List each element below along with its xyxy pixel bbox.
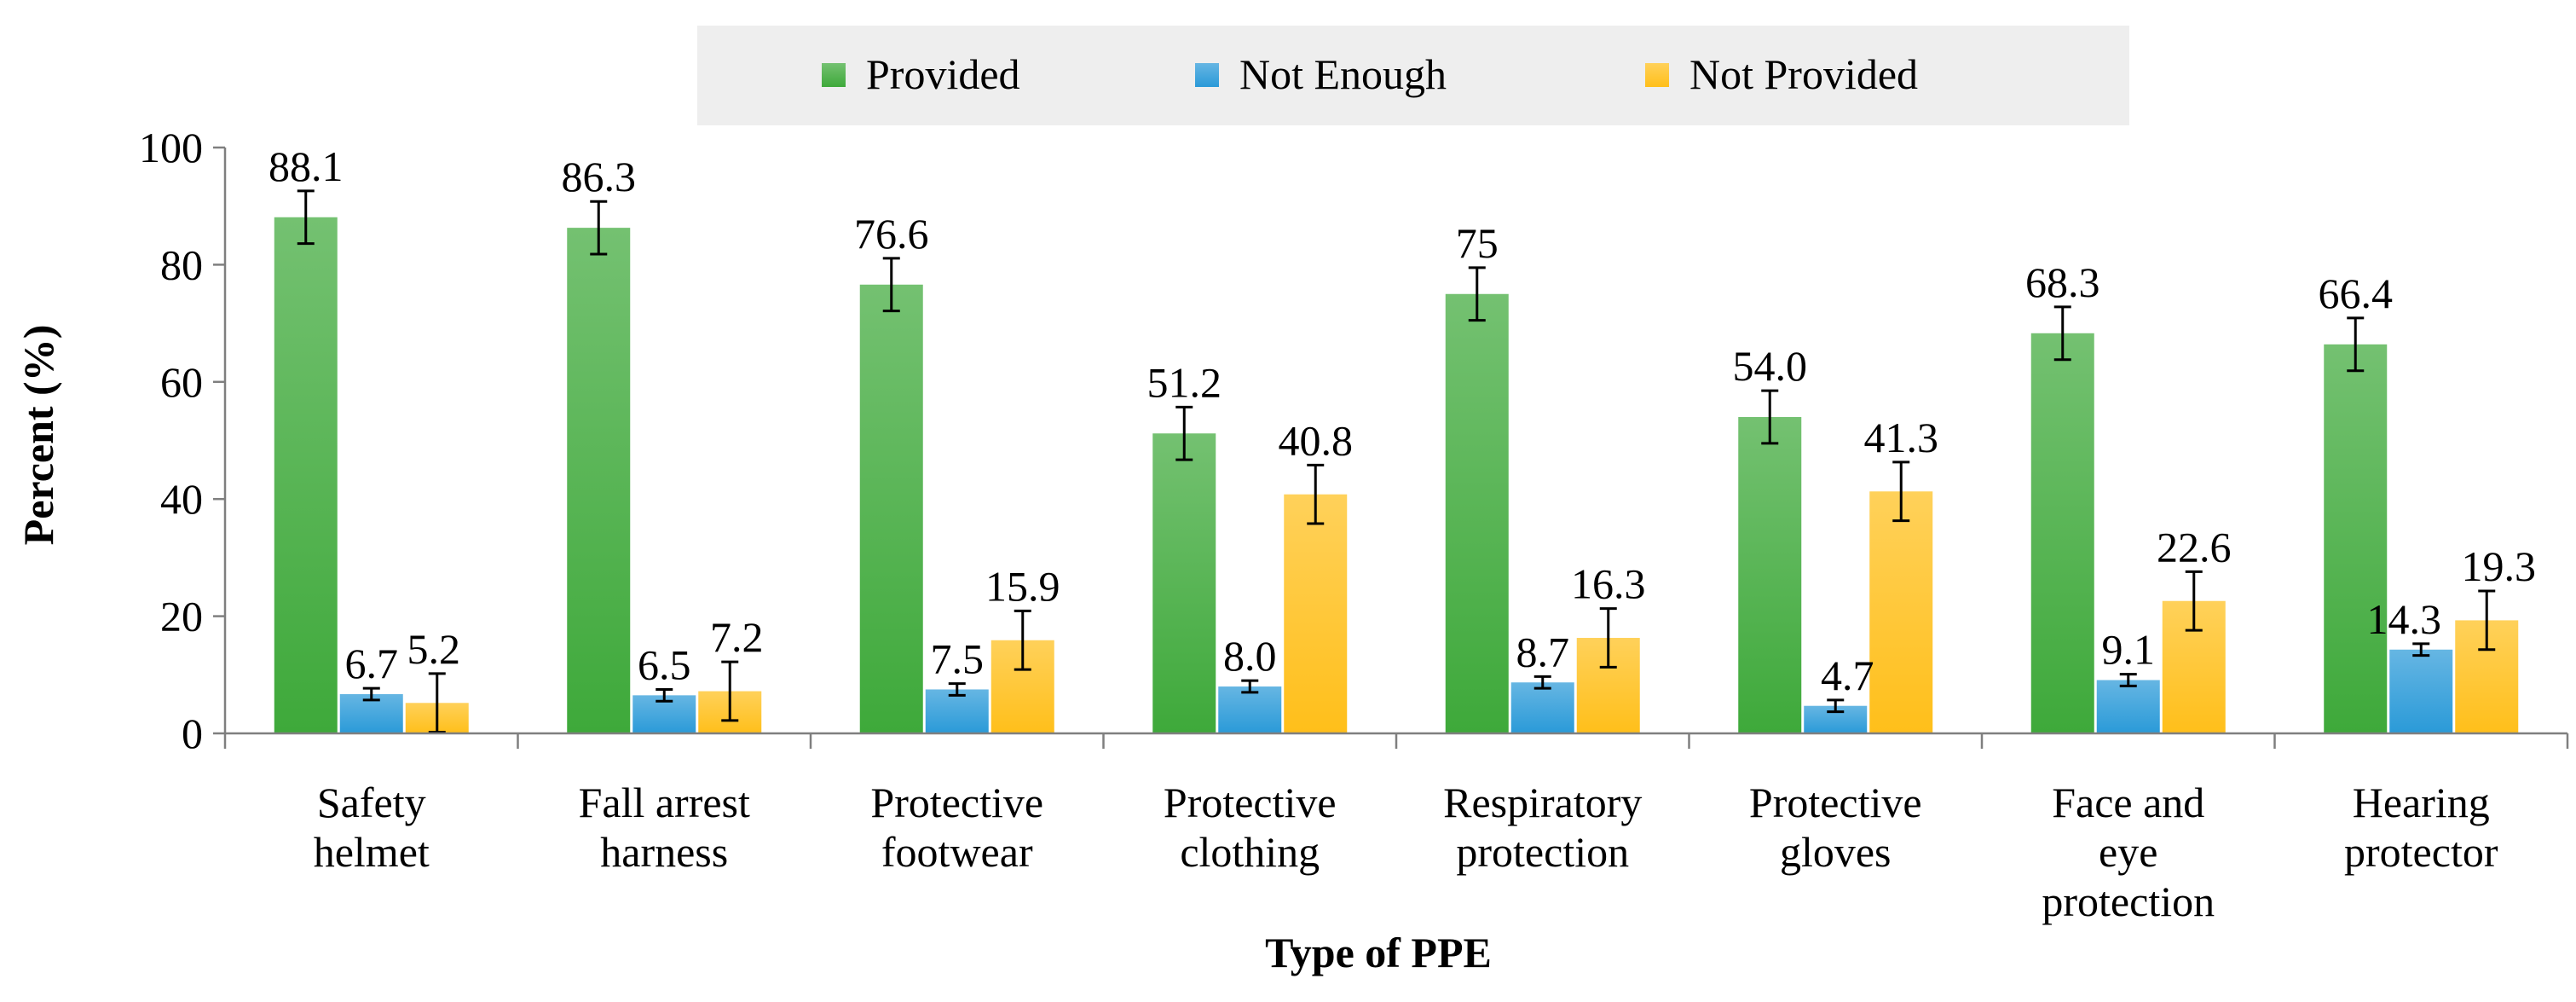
data-label-not-enough-8: 14.3 [2367, 595, 2442, 643]
x-axis-title: Type of PPE [1265, 929, 1492, 976]
bar-not-enough-5 [1510, 682, 1574, 733]
data-label-not-provided-7: 22.6 [2157, 523, 2232, 571]
data-label-provided-4: 51.2 [1147, 358, 1222, 406]
data-label-not-provided-6: 41.3 [1864, 414, 1939, 461]
x-tick-label-line: Respiratory [1443, 779, 1642, 826]
x-tick-label-protective-gloves: Protective gloves [1749, 779, 1922, 876]
bar-not-provided-6 [1869, 491, 1933, 733]
x-tick-label-line: Protective [870, 779, 1043, 826]
data-label-not-enough-5: 8.7 [1516, 628, 1570, 675]
x-tick-label-line: footwear [881, 828, 1033, 876]
data-label-not-enough-6: 4.7 [1821, 652, 1874, 699]
data-label-not-enough-3: 7.5 [931, 635, 985, 683]
legend-label-not-provided: Not Provided [1689, 50, 1918, 98]
data-label-provided-3: 76.6 [854, 210, 929, 258]
y-axis-title: Percent (%) [14, 325, 62, 546]
data-label-not-provided-4: 40.8 [1279, 416, 1354, 464]
bar-not-enough-8 [2389, 649, 2453, 733]
bar-provided-4 [1152, 433, 1216, 733]
x-tick-label-line: eye [2099, 828, 2157, 876]
axes: 0 20 40 60 80 100 Safety helmet Fall arrest harne… [139, 124, 2569, 925]
bar-not-enough-7 [2096, 680, 2160, 733]
legend-swatch-not-enough [1195, 63, 1219, 87]
bars [274, 217, 2519, 734]
x-tick-label-fall-arrest-harness: Fall arrest harness [579, 779, 750, 876]
y-tick-label-0: 0 [182, 710, 203, 757]
y-tick-label-40: 40 [160, 475, 203, 523]
x-tick-label-protective-clothing: Protective clothing [1164, 779, 1337, 876]
data-label-provided-1: 88.1 [269, 142, 344, 190]
x-tick-label-hearing-protector: Hearing protector [2344, 779, 2498, 876]
bar-provided-1 [274, 217, 338, 734]
data-label-provided-6: 54.0 [1733, 342, 1808, 390]
data-labels: 88.1 86.3 76.6 51.2 75 54.0 68.3 66.4 6.7 6.5 7.5 8… [269, 142, 2536, 699]
bar-provided-5 [1445, 293, 1509, 733]
bar-not-enough-3 [925, 689, 989, 733]
x-tick-label-line: Safety [317, 779, 426, 826]
data-label-not-enough-7: 9.1 [2102, 626, 2156, 674]
x-tick-label-safety-helmet: Safety helmet [314, 779, 430, 876]
legend-label-provided: Provided [866, 50, 1020, 98]
x-tick-label-line: Hearing [2353, 779, 2490, 826]
x-tick-label-respiratory-protection: Respiratory protection [1443, 779, 1642, 876]
legend: Provided Not Enough Not Provided [822, 50, 1918, 98]
bar-provided-2 [567, 228, 631, 733]
y-tick-label-60: 60 [160, 358, 203, 406]
bar-provided-3 [859, 284, 923, 733]
legend-label-not-enough: Not Enough [1239, 50, 1447, 98]
x-tick-label-line: protector [2344, 828, 2498, 876]
bar-provided-6 [1738, 417, 1802, 733]
data-label-provided-8: 66.4 [2319, 269, 2394, 317]
data-label-not-enough-1: 6.7 [345, 640, 399, 687]
data-label-not-provided-2: 7.2 [710, 613, 764, 661]
data-label-not-provided-3: 15.9 [985, 562, 1060, 610]
x-tick-label-line: harness [600, 828, 728, 876]
data-label-provided-2: 86.3 [562, 153, 637, 200]
x-tick-label-line: Face and [2052, 779, 2204, 826]
x-tick-label-line: clothing [1180, 828, 1320, 876]
legend-background [697, 26, 2129, 125]
x-tick-label-line: protection [2042, 877, 2215, 925]
x-tick-label-line: Protective [1164, 779, 1337, 826]
legend-swatch-provided [822, 63, 846, 87]
y-tick-label-100: 100 [139, 124, 203, 171]
data-label-provided-7: 68.3 [2025, 258, 2100, 306]
error-bars [297, 189, 2496, 734]
bar-not-enough-4 [1218, 686, 1282, 733]
x-tick-label-line: Protective [1749, 779, 1922, 826]
x-tick-label-line: helmet [314, 828, 430, 876]
data-label-not-provided-8: 19.3 [2462, 542, 2537, 590]
bar-provided-7 [2030, 333, 2094, 733]
x-tick-label-face-and-eye-protection: Face and eye protection [2042, 779, 2215, 925]
y-tick-label-20: 20 [160, 593, 203, 640]
y-tick-label-80: 80 [160, 240, 203, 288]
x-tick-label-line: gloves [1780, 828, 1892, 876]
data-label-not-provided-1: 5.2 [407, 625, 461, 673]
legend-swatch-not-provided [1645, 63, 1669, 87]
data-label-not-enough-4: 8.0 [1223, 632, 1277, 680]
x-tick-label-line: Fall arrest [579, 779, 750, 826]
bar-provided-8 [2324, 344, 2388, 733]
data-label-not-enough-2: 6.5 [638, 640, 691, 688]
bar-not-provided-4 [1284, 494, 1348, 733]
x-tick-label-line: protection [1456, 828, 1629, 876]
data-label-not-provided-5: 16.3 [1571, 560, 1646, 608]
data-label-provided-5: 75 [1456, 219, 1499, 267]
x-tick-label-protective-footwear: Protective footwear [870, 779, 1043, 876]
